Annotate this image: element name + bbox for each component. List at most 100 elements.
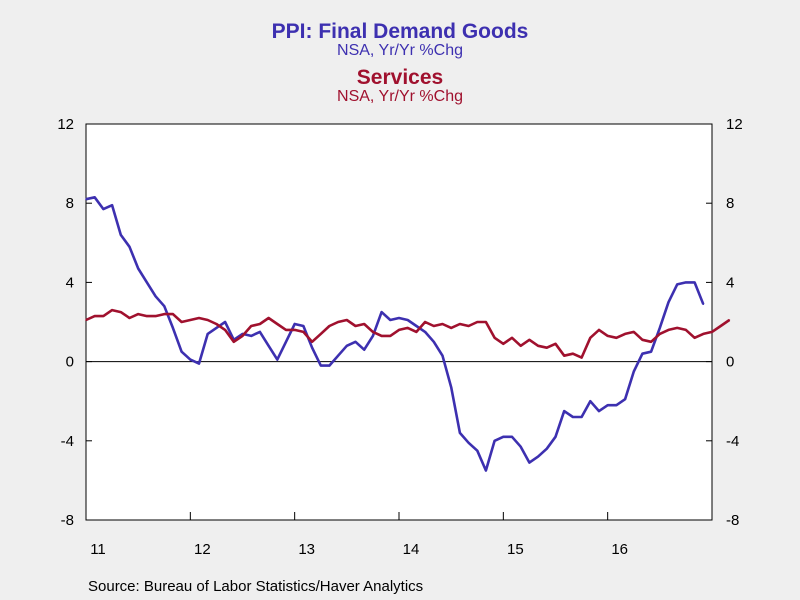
y-tick-label-left: 4 [66, 274, 74, 291]
services-data-point [441, 323, 444, 325]
services-data-point [233, 341, 235, 343]
services-data-point [502, 343, 505, 345]
services-data-point [641, 339, 644, 341]
goods-data-point [224, 321, 226, 323]
chart-subtitle-services: NSA, Yr/Yr %Chg [337, 88, 463, 105]
goods-data-point [702, 303, 705, 306]
services-data-point [719, 325, 722, 327]
y-tick-label-left: 12 [57, 116, 74, 133]
goods-data-point [302, 325, 305, 327]
services-data-point [459, 323, 461, 325]
services-data-point [146, 315, 148, 317]
goods-data-point [606, 404, 609, 407]
services-data-point [380, 335, 383, 337]
goods-data-point [537, 455, 539, 458]
services-data-point [250, 325, 252, 327]
x-tick-label: 16 [611, 541, 628, 558]
goods-series-line [85, 196, 705, 472]
y-tick-label-right: 0 [726, 354, 734, 371]
goods-data-point [293, 323, 296, 325]
services-data-point [85, 319, 87, 321]
services-data-point [589, 337, 592, 339]
goods-data-point [354, 341, 357, 343]
goods-data-point [267, 345, 270, 347]
goods-data-point [493, 440, 496, 442]
x-tick-label: 13 [298, 541, 315, 558]
goods-data-point [380, 311, 383, 313]
services-data-point [476, 321, 479, 323]
goods-data-point [476, 449, 479, 452]
services-data-point [406, 327, 409, 329]
goods-data-point [163, 305, 166, 308]
goods-data-point [389, 319, 392, 321]
plot-area [85, 123, 713, 521]
services-data-point [685, 329, 687, 331]
goods-data-point [546, 447, 548, 450]
services-data-point [676, 327, 678, 329]
chart-title: PPI: Final Demand Goods [271, 20, 529, 43]
goods-data-point [85, 198, 87, 200]
services-data-point [372, 331, 374, 333]
goods-data-point [459, 432, 461, 434]
goods-data-point [111, 204, 113, 206]
services-data-point [346, 319, 348, 321]
goods-data-point [511, 436, 513, 438]
services-data-point [450, 327, 453, 329]
y-tick-label-right: 4 [726, 274, 734, 291]
services-data-point [285, 329, 287, 331]
goods-data-point [450, 386, 453, 389]
x-tick-label: 11 [90, 541, 106, 558]
y-tick-label-right: -8 [726, 512, 739, 529]
goods-data-point [320, 364, 322, 367]
goods-data-point [189, 358, 192, 361]
services-data-point [667, 329, 670, 331]
services-data-point [415, 331, 418, 333]
services-data-point [528, 339, 531, 341]
services-data-point [615, 337, 618, 339]
goods-data-point [250, 335, 252, 337]
services-data-point [546, 346, 548, 349]
services-data-point [659, 333, 661, 335]
y-tick-label-right: 12 [726, 116, 743, 133]
goods-data-point [311, 346, 313, 349]
goods-data-point [572, 416, 574, 418]
services-data-point [511, 337, 513, 339]
goods-data-point [180, 350, 183, 353]
goods-data-point [215, 327, 218, 329]
x-tick-label: 12 [194, 541, 211, 558]
source-note: Source: Bureau of Labor Statistics/Haver… [88, 578, 424, 595]
services-data-point [389, 335, 392, 337]
goods-data-point [146, 281, 148, 284]
services-data-point [328, 325, 331, 327]
goods-data-point [154, 295, 157, 298]
goods-data-point [554, 436, 557, 438]
goods-data-point [528, 461, 531, 464]
y-tick-label-left: -8 [61, 512, 74, 529]
services-data-point [554, 343, 557, 345]
services-data-point [711, 331, 713, 333]
goods-data-point [346, 345, 348, 347]
goods-data-point [624, 398, 626, 401]
goods-data-point [641, 352, 644, 355]
goods-data-point [276, 358, 279, 361]
services-data-point [215, 323, 218, 325]
y-tick-label-right: 8 [726, 195, 734, 212]
goods-data-point [102, 208, 105, 210]
services-data-point [293, 329, 296, 331]
goods-data-point [467, 442, 470, 444]
services-data-point [93, 315, 96, 317]
y-tick-label-left: -4 [61, 433, 74, 450]
goods-data-point [172, 327, 174, 329]
goods-data-point [372, 335, 374, 337]
goods-data-point [398, 317, 400, 319]
services-data-point [206, 319, 209, 321]
services-data-point [102, 315, 105, 317]
services-data-point [354, 325, 357, 327]
services-data-point [650, 341, 652, 343]
goods-data-point [519, 445, 522, 448]
services-data-point [224, 329, 226, 331]
services-data-point [572, 352, 574, 355]
services-data-point [493, 337, 496, 339]
services-data-point [180, 321, 183, 323]
goods-data-point [650, 350, 652, 353]
